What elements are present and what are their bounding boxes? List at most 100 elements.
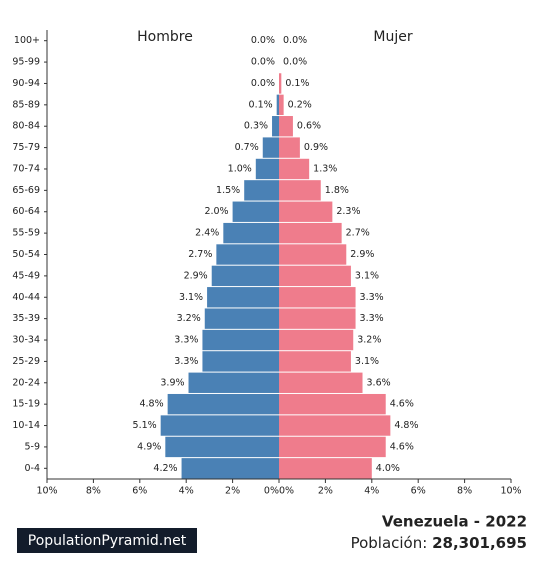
value-label: 4.6% [390,399,414,410]
bar [276,94,279,116]
value-label: 0.7% [235,142,259,153]
bar [160,415,279,436]
value-label: 3.1% [355,270,379,281]
value-label: 0.0% [251,35,275,46]
x-tick-label: 8% [457,486,472,497]
value-label: 4.0% [376,463,400,474]
bar [279,137,300,158]
value-label: 0.1% [249,99,273,110]
x-tick-label: 6% [411,486,426,497]
age-label: 20-24 [12,377,40,388]
value-label: 2.9% [350,249,374,260]
value-label: 3.1% [355,356,379,367]
bar [262,137,279,158]
value-label: 0.0% [251,78,275,89]
bar [223,222,279,244]
value-label: 3.2% [177,313,201,324]
x-tick-label: 6% [132,486,147,497]
x-tick-label: 0% [279,486,294,497]
x-tick-label: 2% [318,486,333,497]
age-label: 30-34 [12,335,40,346]
value-label: 3.3% [360,313,384,324]
bar [279,244,347,265]
age-label: 5-9 [24,441,40,452]
bar [279,265,351,287]
value-label: 1.8% [325,185,349,196]
bar [279,308,356,329]
value-label: 0.6% [297,121,321,132]
value-label: 0.2% [288,99,312,110]
population-label: Población: [351,534,428,552]
bar [167,393,279,415]
bar [202,351,279,372]
value-label: 2.3% [336,206,360,217]
female-label: Mujer [373,29,412,45]
value-label: 2.7% [346,228,370,239]
x-tick-label: 4% [364,486,379,497]
value-label: 0.0% [251,57,275,68]
value-label: 4.8% [139,399,163,410]
bar [279,351,351,372]
value-label: 1.3% [313,163,337,174]
population-line: Población: 28,301,695 [351,534,527,552]
value-label: 4.9% [137,441,161,452]
value-label: 3.3% [174,335,198,346]
bar [211,265,279,287]
age-label: 15-19 [12,399,40,410]
bar [165,436,279,458]
value-label: 0.9% [304,142,328,153]
value-label: 2.4% [195,228,219,239]
value-label: 0.3% [244,121,268,132]
age-label: 100+ [14,35,40,46]
age-label: 90-94 [12,78,40,89]
bar [181,458,279,479]
age-label: 65-69 [12,185,40,196]
bar [279,393,386,415]
x-tick-label: 4% [179,486,194,497]
x-tick-label: 10% [36,486,57,497]
age-label: 95-99 [12,57,40,68]
age-label: 70-74 [12,163,40,174]
bar [232,201,279,222]
value-label: 0.1% [285,78,309,89]
value-label: 0.0% [283,57,307,68]
bar [244,180,279,201]
age-label: 40-44 [12,292,40,303]
value-label: 3.3% [174,356,198,367]
bar [188,372,279,393]
male-label: Hombre [137,29,193,45]
bar [279,458,372,479]
value-label: 4.8% [394,420,418,431]
bar [279,94,284,116]
bar [279,287,356,308]
bar [279,201,333,222]
bar [279,415,391,436]
x-tick-label: 0% [264,486,279,497]
bar [204,308,279,329]
value-label: 3.6% [367,377,391,388]
age-label: 85-89 [12,99,40,110]
value-label: 2.9% [184,270,208,281]
x-tick-label: 2% [225,486,240,497]
bar [272,116,279,137]
age-label: 0-4 [24,463,40,474]
value-label: 0.0% [283,35,307,46]
x-tick-label: 10% [500,486,521,497]
age-label: 50-54 [12,249,40,260]
source-badge [17,528,197,553]
age-label: 55-59 [12,228,40,239]
bar [279,436,386,458]
bar [279,222,342,244]
age-label: 60-64 [12,206,40,217]
bar [216,244,279,265]
bar [255,158,279,180]
source: PopulationPyramid.net [28,533,187,549]
population: 28,301,695 [432,534,527,552]
bar [279,180,321,201]
x-tick-label: 8% [86,486,101,497]
bar [207,287,279,308]
bar [279,73,282,94]
value-label: 3.1% [179,292,203,303]
value-label: 2.7% [188,249,212,260]
